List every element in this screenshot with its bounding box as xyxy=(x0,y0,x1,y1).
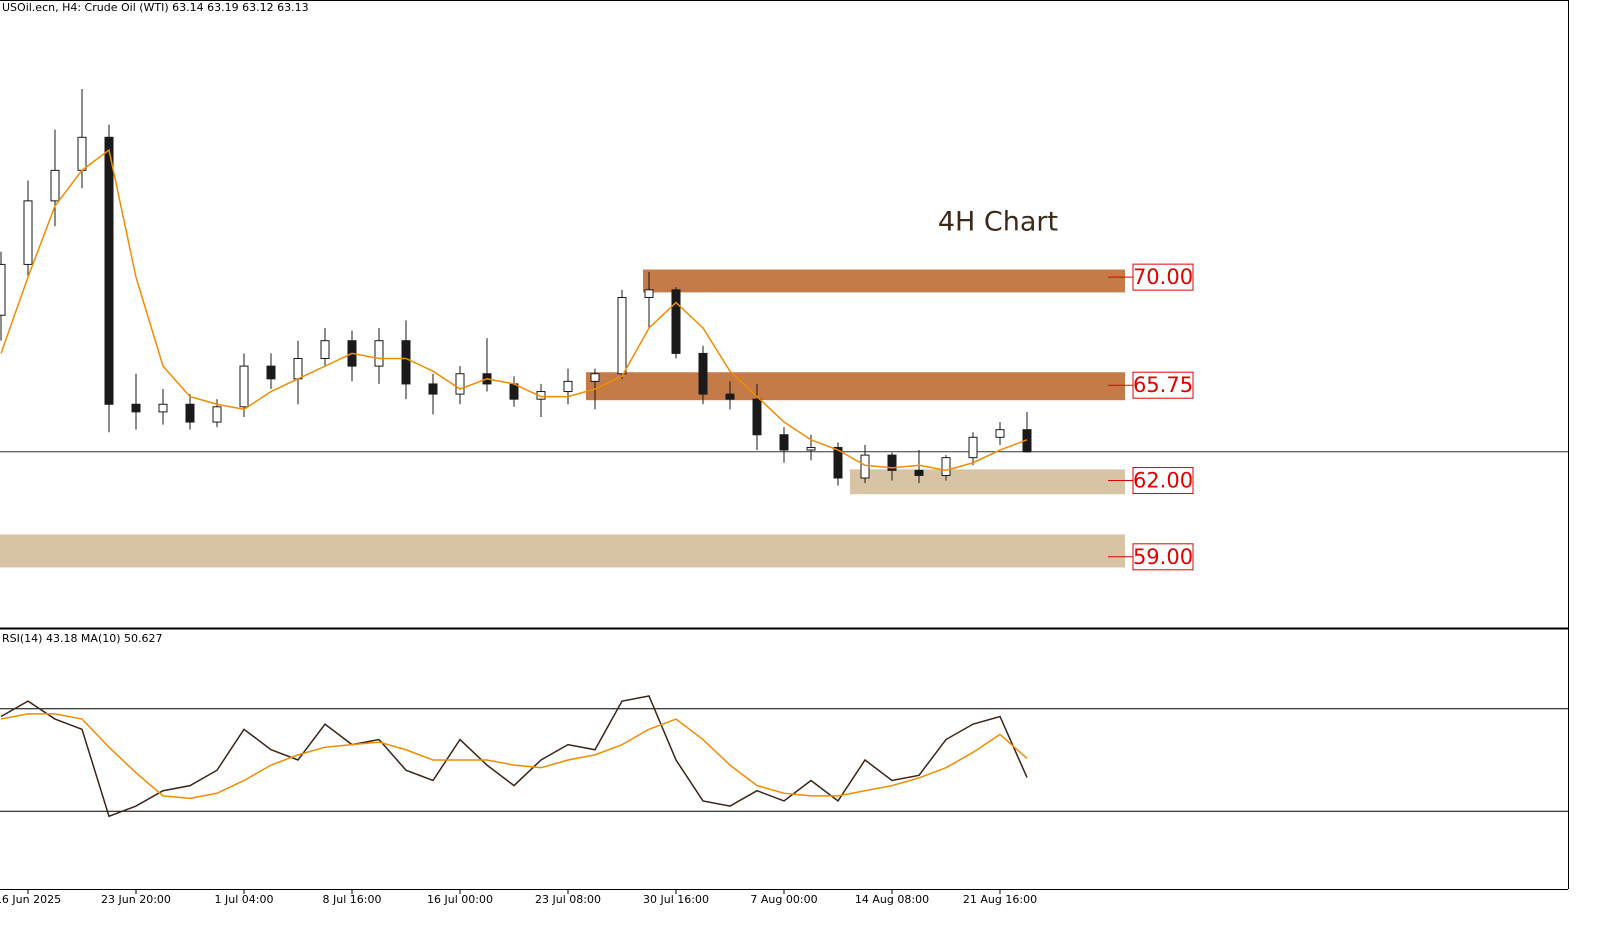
zone xyxy=(0,534,1125,568)
annotation: 4H Chart xyxy=(938,207,1058,238)
candle-body xyxy=(266,365,276,380)
candle-body xyxy=(779,434,789,451)
candle-body xyxy=(725,393,735,400)
zone-label: 65.75 xyxy=(1133,373,1193,397)
x-tick-label: 30 Jul 16:00 xyxy=(643,893,709,906)
x-tick-label: 8 Jul 16:00 xyxy=(323,893,382,906)
zone-label: 70.00 xyxy=(1133,265,1193,289)
zone-label-box xyxy=(1132,543,1194,571)
x-tick-label: 23 Jul 08:00 xyxy=(535,893,601,906)
candle-body xyxy=(860,454,870,479)
x-tick-label: 16 Jul 00:00 xyxy=(427,893,493,906)
zone-label: 62.00 xyxy=(1133,469,1193,493)
x-tick-label: 23 Jun 20:00 xyxy=(101,893,171,906)
candle-body xyxy=(590,373,600,382)
zone xyxy=(850,469,1125,495)
x-tick-label: 14 Aug 08:00 xyxy=(855,893,929,906)
candle-body xyxy=(104,136,114,405)
candle-body xyxy=(806,446,816,451)
candle-body xyxy=(671,289,681,354)
candle-body xyxy=(212,406,222,423)
zone-label-box xyxy=(1132,263,1194,291)
candle-body xyxy=(185,403,195,423)
candle-body xyxy=(401,340,411,385)
candle-body xyxy=(320,340,330,359)
candle-body xyxy=(239,365,249,408)
candle-body xyxy=(131,403,141,413)
candle-body xyxy=(617,296,627,375)
x-tick-label: 7 Aug 00:00 xyxy=(750,893,817,906)
candle-body xyxy=(644,289,654,298)
candle-body xyxy=(698,352,708,395)
x-tick-label: 1 Jul 04:00 xyxy=(215,893,274,906)
candle-body xyxy=(23,200,33,265)
candle-body xyxy=(968,436,978,459)
candle-body xyxy=(563,380,573,393)
candle-body xyxy=(158,403,168,413)
candle-body xyxy=(887,454,897,471)
candle-body xyxy=(293,357,303,380)
candle-body xyxy=(50,169,60,202)
x-tick-label: 16 Jun 2025 xyxy=(0,893,61,906)
candle-body xyxy=(428,383,438,395)
zone xyxy=(643,269,1125,293)
zone-label: 59.00 xyxy=(1133,545,1193,569)
rsi-line xyxy=(0,713,1028,800)
candle-body xyxy=(0,263,6,316)
rsi-title: RSI(14) 43.18 MA(10) 50.627 xyxy=(2,632,163,645)
candle-body xyxy=(374,340,384,367)
moving-average xyxy=(0,148,1028,472)
zone-label-box xyxy=(1132,371,1194,399)
candle-body xyxy=(509,383,519,400)
candle-body xyxy=(995,429,1005,438)
candle-body xyxy=(455,373,465,395)
x-tick-label: 21 Aug 16:00 xyxy=(963,893,1037,906)
rsi-line xyxy=(0,695,1028,818)
chart-title: USOil.ecn, H4: Crude Oil (WTI) 63.14 63.… xyxy=(2,1,309,14)
zone xyxy=(586,372,1125,401)
candle-body xyxy=(77,136,87,171)
candle-body xyxy=(914,469,924,476)
zone-label-box xyxy=(1132,467,1194,495)
candle-body xyxy=(941,457,951,476)
candle-body xyxy=(752,398,762,436)
candle-body xyxy=(833,446,843,479)
